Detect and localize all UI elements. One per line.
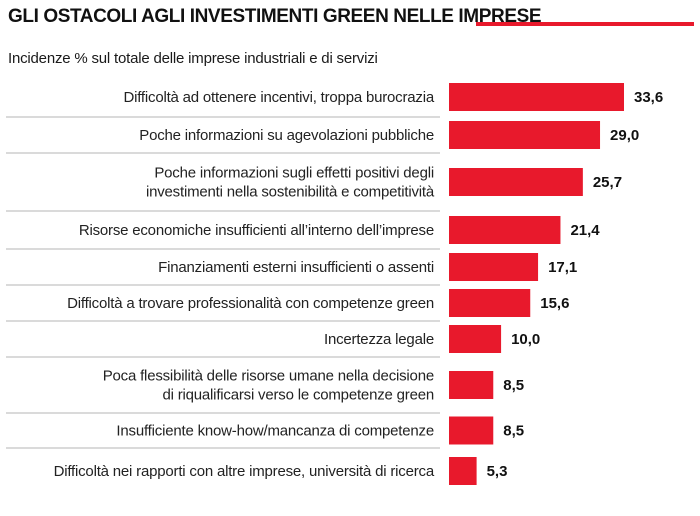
value-label: 21,4 (570, 222, 600, 239)
bar (449, 457, 477, 485)
category-label: Incertezza legale (324, 331, 434, 348)
category-label: Poche informazioni su agevolazioni pubbl… (139, 127, 434, 144)
value-label: 5,3 (487, 463, 508, 480)
value-label: 29,0 (610, 127, 639, 144)
category-label: Difficoltà nei rapporti con altre impres… (54, 463, 435, 480)
value-label: 17,1 (548, 259, 577, 276)
category-label: Risorse economiche insufficienti all’int… (79, 222, 434, 239)
category-label: Finanziamenti esterni insufficienti o as… (158, 259, 434, 276)
value-label: 8,5 (503, 377, 524, 394)
category-label: Difficoltà ad ottenere incentivi, troppa… (123, 89, 434, 106)
value-label: 8,5 (503, 423, 524, 440)
category-label: Poca flessibilità delle risorse umane ne… (103, 368, 434, 385)
bar (449, 216, 561, 244)
category-label: Insufficiente know-how/mancanza di compe… (116, 423, 434, 440)
value-label: 25,7 (593, 174, 622, 191)
bar (449, 416, 494, 445)
bar (449, 325, 502, 353)
category-label: Difficoltà a trovare professionalità con… (67, 295, 434, 312)
value-label: 33,6 (634, 89, 663, 106)
bar (449, 121, 601, 149)
chart-title: GLI OSTACOLI AGLI INVESTIMENTI GREEN NEL… (8, 6, 542, 27)
chart-subtitle: Incidenze % sul totale delle imprese ind… (8, 50, 378, 67)
bar (449, 168, 583, 196)
category-label: investimenti nella sostenibilità e compe… (146, 184, 435, 201)
bar (449, 83, 624, 111)
bar (449, 371, 494, 399)
category-label: Poche informazioni sugli effetti positiv… (154, 165, 434, 182)
value-label: 10,0 (511, 331, 540, 348)
value-label: 15,6 (540, 295, 569, 312)
bar (449, 289, 531, 317)
category-label: di riqualificarsi verso le competenze gr… (162, 387, 434, 404)
bar (449, 253, 539, 281)
title-accent-rule (476, 22, 694, 26)
